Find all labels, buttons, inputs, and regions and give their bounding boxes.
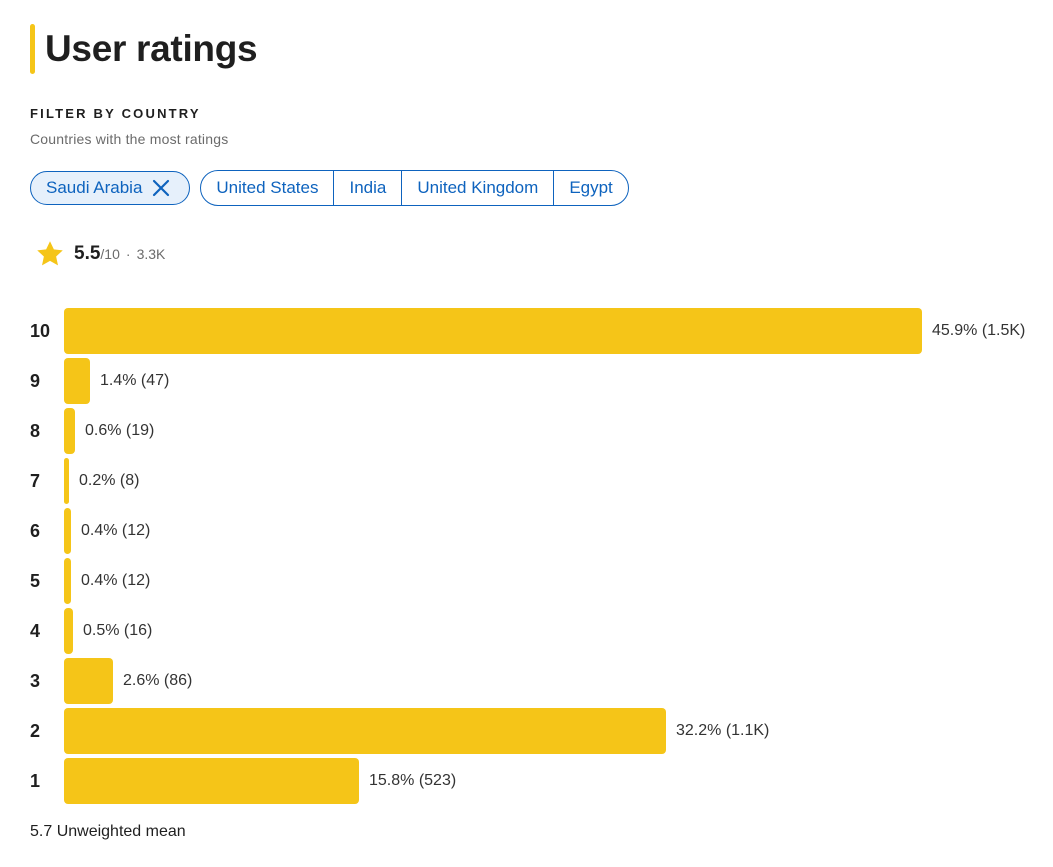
- rating-bar-1[interactable]: [64, 758, 359, 804]
- rating-row-label: 2: [30, 721, 41, 741]
- rating-bar-6[interactable]: [64, 508, 71, 554]
- ratings-distribution-chart: 10 45.9% (1.5K) 9 1.4% (47) 8 0.6% (19) 7 0.2% …: [0, 306, 1053, 808]
- chip-india[interactable]: India: [333, 171, 401, 205]
- rating-row-label: 1: [30, 771, 41, 791]
- rating-bar-value: 0.5% (16): [83, 622, 153, 639]
- chip-egypt[interactable]: Egypt: [553, 171, 627, 205]
- rating-row-label: 4: [30, 621, 41, 641]
- rating-row-4: 4 0.5% (16): [0, 606, 1053, 656]
- title-block: User ratings: [30, 24, 258, 74]
- close-icon[interactable]: [151, 178, 171, 198]
- rating-row-label: 9: [30, 371, 41, 391]
- rating-bar-10[interactable]: [64, 308, 922, 354]
- filter-heading: FILTER BY COUNTRY: [30, 106, 201, 121]
- rating-row-8: 8 0.6% (19): [0, 406, 1053, 456]
- rating-bar-value: 15.8% (523): [369, 772, 457, 789]
- rating-row-9: 9 1.4% (47): [0, 356, 1053, 406]
- rating-bar-value: 0.4% (12): [81, 572, 151, 589]
- rating-bar-value: 0.6% (19): [85, 422, 155, 439]
- title-accent-bar: [30, 24, 35, 74]
- rating-row-label: 7: [30, 471, 41, 491]
- rating-row-6: 6 0.4% (12): [0, 506, 1053, 556]
- rating-bar-4[interactable]: [64, 608, 73, 654]
- rating-summary: 5.5 /10 · 3.3K: [35, 239, 165, 269]
- rating-separator: ·: [125, 246, 131, 262]
- rating-bar-7[interactable]: [64, 458, 69, 504]
- rating-row-label: 5: [30, 571, 41, 591]
- rating-row-10: 10 45.9% (1.5K): [0, 306, 1053, 356]
- rating-row-label: 10: [30, 321, 51, 341]
- rating-scale: /10: [100, 246, 120, 262]
- rating-bar-3[interactable]: [64, 658, 113, 704]
- rating-row-label: 6: [30, 521, 41, 541]
- rating-bar-value: 1.4% (47): [100, 372, 170, 389]
- rating-row-label: 8: [30, 421, 41, 441]
- filter-subheading: Countries with the most ratings: [30, 131, 229, 147]
- rating-bar-5[interactable]: [64, 558, 71, 604]
- chip-selected-label: Saudi Arabia: [46, 178, 143, 197]
- country-filter-chips: Saudi Arabia United States India United …: [30, 170, 629, 206]
- rating-row-3: 3 2.6% (86): [0, 656, 1053, 706]
- rating-bar-9[interactable]: [64, 358, 90, 404]
- rating-value: 5.5: [74, 243, 101, 264]
- page-title: User ratings: [45, 28, 258, 69]
- chip-united-states[interactable]: United States: [216, 178, 319, 197]
- rating-bar-value: 2.6% (86): [123, 672, 193, 689]
- star-icon: [35, 239, 65, 269]
- country-options-group: United States India United Kingdom Egypt: [200, 170, 629, 206]
- chip-selected-country[interactable]: Saudi Arabia: [30, 171, 191, 205]
- rating-row-1: 1 15.8% (523): [0, 756, 1053, 806]
- unweighted-mean: 5.7 Unweighted mean: [30, 823, 186, 840]
- rating-count: 3.3K: [136, 246, 166, 262]
- rating-row-5: 5 0.4% (12): [0, 556, 1053, 606]
- rating-row-7: 7 0.2% (8): [0, 456, 1053, 506]
- rating-bar-2[interactable]: [64, 708, 666, 754]
- rating-bar-value: 32.2% (1.1K): [676, 722, 770, 739]
- rating-bar-8[interactable]: [64, 408, 75, 454]
- rating-row-label: 3: [30, 671, 41, 691]
- rating-bar-value: 45.9% (1.5K): [932, 322, 1026, 339]
- chip-united-kingdom[interactable]: United Kingdom: [401, 171, 553, 205]
- rating-bar-value: 0.2% (8): [79, 472, 140, 489]
- rating-bar-value: 0.4% (12): [81, 522, 151, 539]
- rating-row-2: 2 32.2% (1.1K): [0, 706, 1053, 756]
